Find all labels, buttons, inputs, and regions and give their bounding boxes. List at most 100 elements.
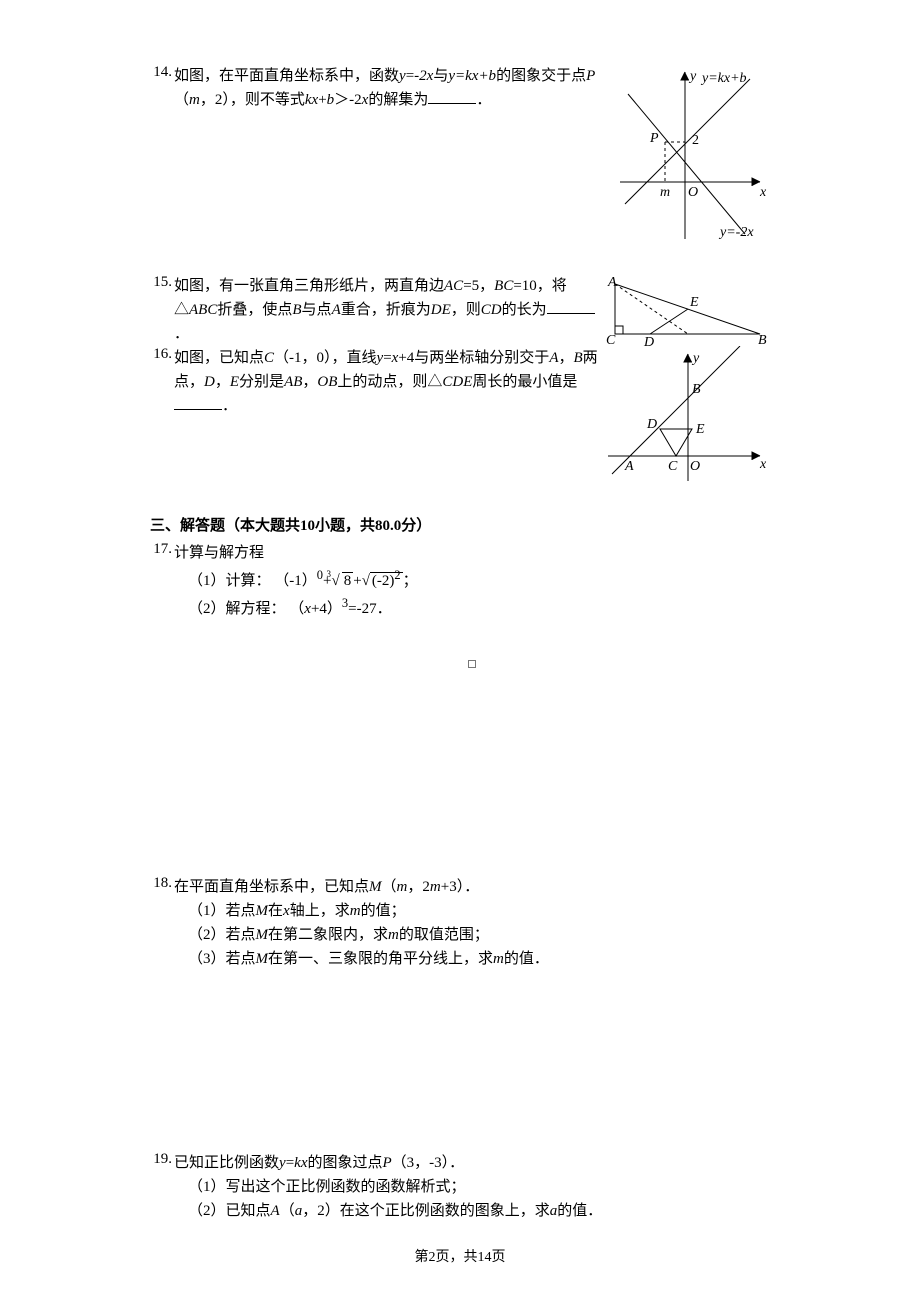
figure-14: y x y=kx+b y=-2x P 2 m O: [610, 64, 770, 244]
text: +4与两坐标轴分别交于: [398, 350, 549, 366]
root-index: 3: [326, 567, 331, 581]
problem-body: 如图，在平面直角坐标系中，函数y=-2x与y=kx+b的图象交于点P（m，2），…: [174, 64, 610, 112]
var-m: m: [493, 951, 504, 967]
problem-15-16-group: 15. 如图，有一张直角三角形纸片，两直角边AC=5，BC=10，将△ABC折叠…: [150, 274, 770, 486]
problem-number: 15.: [150, 274, 174, 291]
text: 在第一、三象限的角平分线上，求: [268, 951, 493, 967]
expression: （-1）0+3√8+√(-2)2；: [274, 573, 417, 589]
text: ．: [476, 92, 491, 108]
var-y: y: [279, 1155, 286, 1171]
problem-number: 17.: [150, 541, 174, 558]
text: 的值；: [361, 903, 406, 919]
square-root: √(-2)2: [362, 565, 403, 593]
problem-14: 14. 如图，在平面直角坐标系中，函数y=-2x与y=kx+b的图象交于点P（m…: [150, 64, 770, 244]
var-M: M: [256, 927, 269, 943]
text: 轴上，求: [290, 903, 350, 919]
text: ，: [558, 350, 573, 366]
svg-text:D: D: [646, 417, 657, 432]
text: ，则: [451, 302, 481, 318]
text: +4）: [311, 601, 342, 617]
svg-text:A: A: [607, 275, 617, 290]
text: （-1，0），直线: [274, 350, 377, 366]
text: 在: [268, 903, 283, 919]
censor-mark: [174, 651, 770, 675]
text: 的值．: [557, 1203, 602, 1219]
text: ＞-2: [334, 92, 362, 108]
text: =-27．: [348, 601, 391, 617]
var-M: M: [256, 951, 269, 967]
var-CDE: CDE: [442, 374, 472, 390]
var-DE: DE: [431, 302, 451, 318]
sub-1: （1）写出这个正比例函数的函数解析式；: [174, 1175, 770, 1199]
sub-label: （1）计算：: [188, 573, 271, 589]
text: 的值．: [504, 951, 549, 967]
text: 如图，在平面直角坐标系中，函数: [174, 68, 399, 84]
var-ABC: ABC: [189, 302, 217, 318]
problem-number: 19.: [150, 1151, 174, 1168]
fill-blank: [428, 103, 476, 104]
var-B: B: [574, 350, 583, 366]
svg-text:O: O: [688, 185, 698, 200]
text: =: [286, 1155, 294, 1171]
svg-text:A: A: [624, 459, 634, 474]
text: ，: [215, 374, 230, 390]
section-3-header: 三、解答题（本大题共10小题，共80.0分）: [150, 514, 770, 535]
text: ；: [403, 573, 418, 589]
var-m: m: [388, 927, 399, 943]
page-content: 14. 如图，在平面直角坐标系中，函数y=-2x与y=kx+b的图象交于点P（m…: [0, 0, 920, 1273]
sub-2: （2）解方程： （x+4）3=-27．: [174, 593, 770, 621]
var-m: m: [350, 903, 361, 919]
sub-2: （2）若点M在第二象限内，求m的取值范围；: [174, 923, 770, 947]
problem-body: 如图，已知点C（-1，0），直线y=x+4与两坐标轴分别交于A，B两点，D，E分…: [174, 346, 600, 418]
svg-text:y=-2x: y=-2x: [718, 225, 754, 240]
svg-text:x: x: [759, 185, 767, 200]
svg-text:D: D: [643, 335, 654, 346]
svg-text:y: y: [688, 69, 697, 84]
text: 的解集为: [368, 92, 428, 108]
text: 如图，已知点: [174, 350, 264, 366]
svg-text:2: 2: [692, 133, 699, 148]
var-AB: AB: [284, 374, 302, 390]
var-2x: 2x: [419, 68, 433, 84]
text: （3）若点: [188, 951, 256, 967]
problem-body: 已知正比例函数y=kx的图象过点P（3，-3）． （1）写出这个正比例函数的函数…: [174, 1151, 770, 1223]
text: ．: [222, 398, 237, 414]
var-m: m: [430, 879, 441, 895]
problem-19: 19. 已知正比例函数y=kx的图象过点P（3，-3）． （1）写出这个正比例函…: [150, 1151, 770, 1223]
problem-number: 16.: [150, 346, 174, 363]
var-P: P: [586, 68, 595, 84]
svg-text:y: y: [691, 351, 700, 366]
text: 周长的最小值是: [472, 374, 577, 390]
problem-number: 18.: [150, 875, 174, 892]
text: 与点: [302, 302, 332, 318]
sub-1: （1）若点M在x轴上，求m的值；: [174, 899, 770, 923]
problem-title: 计算与解方程: [174, 541, 770, 565]
text: 在平面直角坐标系中，已知点: [174, 879, 369, 895]
problem-number: 14.: [150, 64, 174, 81]
var-m: m: [189, 92, 200, 108]
problem-18: 18. 在平面直角坐标系中，已知点M（m，2m+3）． （1）若点M在x轴上，求…: [150, 875, 770, 971]
var-CD: CD: [481, 302, 502, 318]
svg-text:O: O: [690, 459, 700, 474]
var-x: x: [304, 601, 311, 617]
problem-text: 已知正比例函数y=kx的图象过点P（3，-3）．: [174, 1151, 770, 1175]
var-A: A: [332, 302, 341, 318]
text: 折叠，使点: [217, 302, 292, 318]
svg-text:m: m: [660, 185, 670, 200]
text: （: [174, 92, 189, 108]
text: ．: [174, 326, 189, 342]
term: （-1）: [274, 573, 317, 589]
text: ，: [302, 374, 317, 390]
var-m: m: [397, 879, 408, 895]
var-ykxb: y=kx+b: [448, 68, 496, 84]
sup: 2: [394, 568, 400, 582]
problem-15: 15. 如图，有一张直角三角形纸片，两直角边AC=5，BC=10，将△ABC折叠…: [150, 274, 600, 346]
text: 在第二象限内，求: [268, 927, 388, 943]
problem-body: 在平面直角坐标系中，已知点M（m，2m+3）． （1）若点M在x轴上，求m的值；…: [174, 875, 770, 971]
var-kx: kx: [305, 92, 318, 108]
problem-16: 16. 如图，已知点C（-1，0），直线y=x+4与两坐标轴分别交于A，B两点，…: [150, 346, 600, 418]
text: =: [383, 350, 391, 366]
sub-3: （3）若点M在第一、三象限的角平分线上，求m的值．: [174, 947, 770, 971]
text: +: [318, 92, 326, 108]
svg-text:E: E: [689, 295, 699, 310]
